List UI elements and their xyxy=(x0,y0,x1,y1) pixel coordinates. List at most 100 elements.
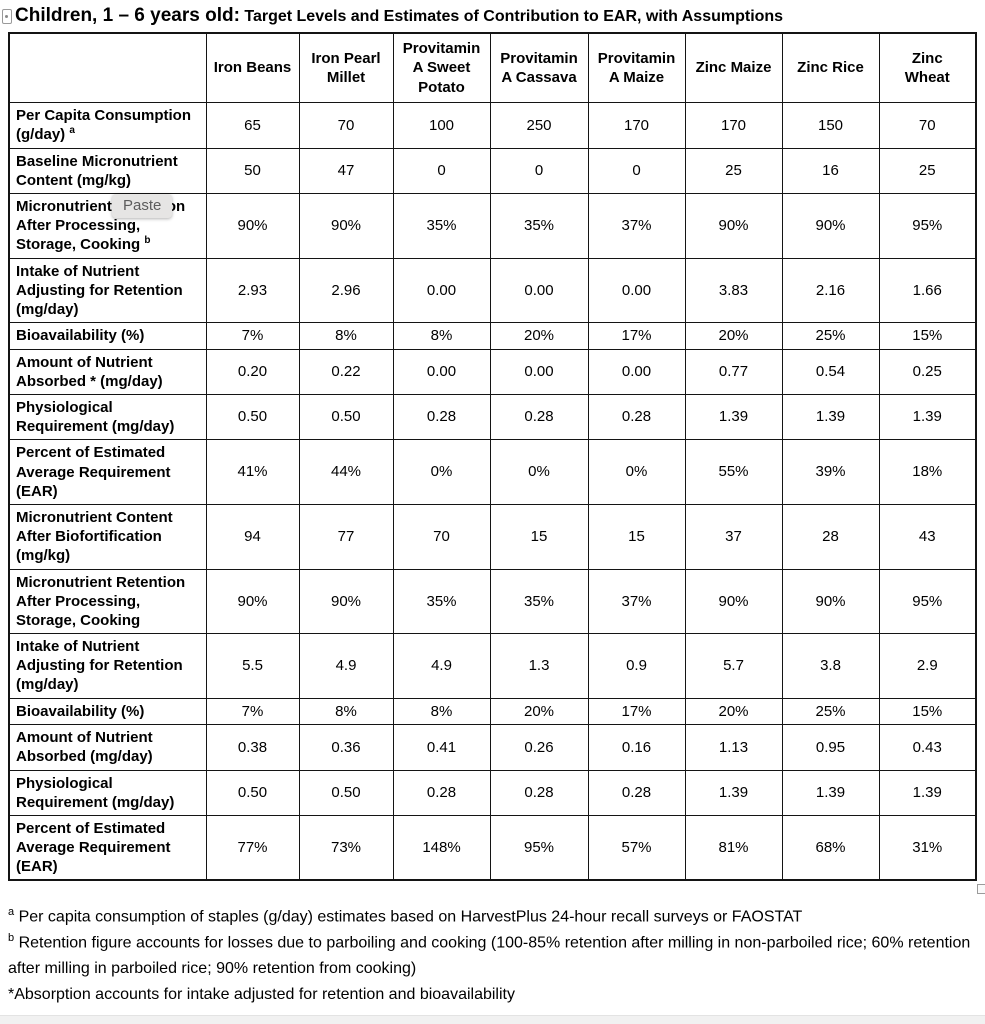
cell: 0.25 xyxy=(878,348,977,396)
footnote-marker: b xyxy=(144,235,151,247)
cell: 2.93 xyxy=(205,257,300,324)
cell: 8% xyxy=(392,322,491,350)
cell: 28 xyxy=(781,503,880,570)
cell: 8% xyxy=(298,322,394,350)
column-header: Provitamin A Sweet Potato xyxy=(392,32,491,104)
cell: 20% xyxy=(489,697,589,726)
table-row: Per Capita Consumption (g/day) a 65 70 100 2… xyxy=(8,102,977,149)
table-row: Intake of Nutrient Adjusting for Retenti… xyxy=(8,633,977,699)
cell: 0.36 xyxy=(298,724,394,771)
cell: 16 xyxy=(781,147,880,195)
cell: 17% xyxy=(587,697,686,726)
table-row: Intake of Nutrient Adjusting for Retenti… xyxy=(8,257,977,324)
cell: 0.50 xyxy=(298,769,394,816)
data-table: Iron Beans Iron Pearl Millet Provitamin A … xyxy=(8,31,977,882)
cell: 90% xyxy=(205,568,300,635)
row-label: Micronutrient Retention After Processing… xyxy=(8,568,207,635)
column-header: Iron Beans xyxy=(205,32,300,104)
cell: 35% xyxy=(489,193,589,259)
cell: 0.00 xyxy=(392,257,491,324)
cell: 39% xyxy=(781,439,880,505)
cell: 0.50 xyxy=(205,394,300,441)
table-row: Bioavailability (%) 7% 8% 8% 20% 17% 20% 25% 15% xyxy=(8,322,977,350)
column-header: Provitamin A Maize xyxy=(587,32,686,104)
cell: 90% xyxy=(781,193,880,259)
cell: 8% xyxy=(298,697,394,726)
table-row: Amount of Nutrient Absorbed (mg/day) 0.38… xyxy=(8,724,977,771)
cell: 0% xyxy=(587,439,686,505)
cell: 1.13 xyxy=(684,724,783,771)
row-label: Micronutrient Retention After Processing… xyxy=(8,193,207,259)
table-wrap: Iron Beans Iron Pearl Millet Provitamin A … xyxy=(8,31,985,895)
row-label: Micronutrient Content After Biofortifica… xyxy=(8,503,207,570)
paste-tooltip[interactable]: Paste xyxy=(112,193,173,218)
cell: 0.26 xyxy=(489,724,589,771)
row-label: Intake of Nutrient Adjusting for Retenti… xyxy=(8,633,207,699)
cell: 90% xyxy=(781,568,880,635)
table-row: Percent of Estimated Average Requirement… xyxy=(8,439,977,505)
cell: 20% xyxy=(489,322,589,350)
row-label: Bioavailability (%) xyxy=(8,322,207,350)
column-header: Zinc Rice xyxy=(781,32,880,104)
row-label: Amount of Nutrient Absorbed (mg/day) xyxy=(8,724,207,771)
cell: 37% xyxy=(587,193,686,259)
cell: 0 xyxy=(392,147,491,195)
cell: 0.00 xyxy=(587,257,686,324)
cell: 37 xyxy=(684,503,783,570)
cell: 0.43 xyxy=(878,724,977,771)
cell: 2.9 xyxy=(878,633,977,699)
cell: 90% xyxy=(205,193,300,259)
cell: 0.16 xyxy=(587,724,686,771)
cell: 17% xyxy=(587,322,686,350)
cell: 2.96 xyxy=(298,257,394,324)
cell: 3.83 xyxy=(684,257,783,324)
cell: 73% xyxy=(298,814,394,881)
window-bottom-bar xyxy=(0,1015,985,1024)
cell: 31% xyxy=(878,814,977,881)
cell: 250 xyxy=(489,102,589,149)
cell: 37% xyxy=(587,568,686,635)
table-row: Micronutrient Content After Biofortifica… xyxy=(8,503,977,570)
cell: 95% xyxy=(878,568,977,635)
table-anchor-icon[interactable] xyxy=(2,9,12,24)
cell: 0.54 xyxy=(781,348,880,396)
column-header: Iron Pearl Millet xyxy=(298,32,394,104)
cell: 8% xyxy=(392,697,491,726)
footnote-line: b Retention figure accounts for losses d… xyxy=(8,932,971,978)
cell: 4.9 xyxy=(298,633,394,699)
cell: 77% xyxy=(205,814,300,881)
cell: 0.28 xyxy=(587,394,686,441)
cell: 20% xyxy=(684,322,783,350)
cell: 0.95 xyxy=(781,724,880,771)
row-label: Bioavailability (%) xyxy=(8,697,207,726)
cell: 95% xyxy=(489,814,589,881)
cell: 68% xyxy=(781,814,880,881)
column-header: Zinc Wheat xyxy=(878,32,977,104)
cell: 15 xyxy=(489,503,589,570)
column-header: Zinc Maize xyxy=(684,32,783,104)
cell: 0.28 xyxy=(392,769,491,816)
cell: 5.5 xyxy=(205,633,300,699)
cell: 0.50 xyxy=(298,394,394,441)
cell: 57% xyxy=(587,814,686,881)
table-body: Per Capita Consumption (g/day) a 65 70 100 2… xyxy=(8,102,977,881)
footnote-marker: a xyxy=(69,125,75,137)
cell: 170 xyxy=(587,102,686,149)
page-title-main: Children, 1 – 6 years old: xyxy=(15,5,240,26)
cell: 35% xyxy=(392,193,491,259)
cell: 1.39 xyxy=(781,769,880,816)
cell: 5.7 xyxy=(684,633,783,699)
cell: 47 xyxy=(298,147,394,195)
table-row: Physiological Requirement (mg/day) 0.50 0.… xyxy=(8,394,977,441)
cell: 15 xyxy=(587,503,686,570)
cell: 70 xyxy=(298,102,394,149)
cell: 35% xyxy=(489,568,589,635)
cell: 170 xyxy=(684,102,783,149)
cell: 35% xyxy=(392,568,491,635)
table-resize-handle[interactable] xyxy=(977,884,985,895)
cell: 0% xyxy=(489,439,589,505)
cell: 0.00 xyxy=(489,257,589,324)
cell: 70 xyxy=(878,102,977,149)
row-label: Intake of Nutrient Adjusting for Retenti… xyxy=(8,257,207,324)
